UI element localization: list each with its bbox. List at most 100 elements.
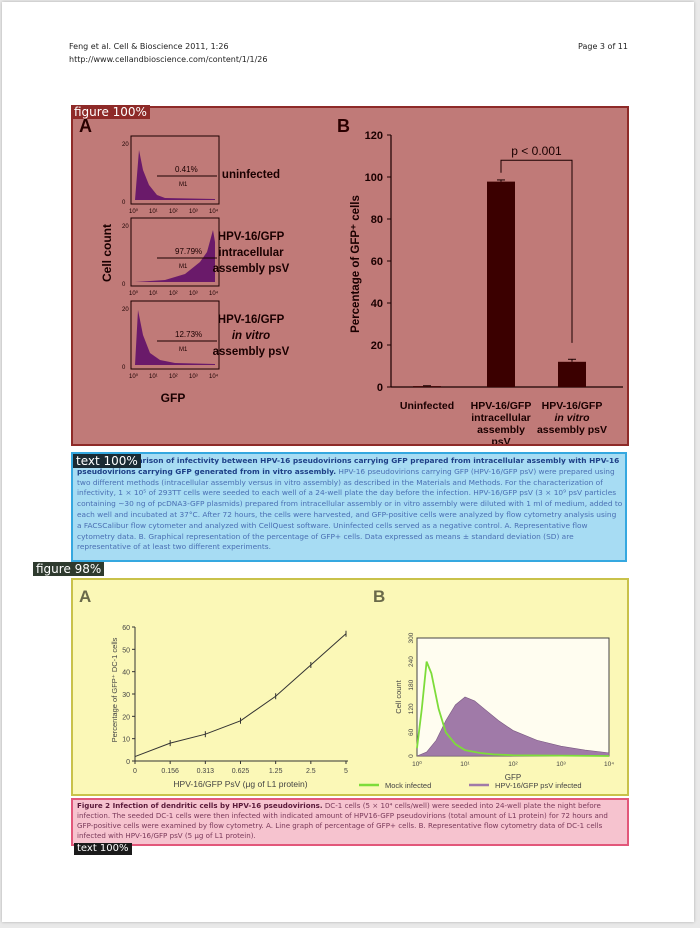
flow-ytick: 0: [122, 365, 126, 371]
figure-1-label: figure 100%: [71, 105, 150, 119]
figure-2-region: A B 0 10 20 30 40 50 60 0 0.156 0.313 0.625 1.25 2.5 5 P…: [71, 578, 629, 796]
line-xtick-label: 5: [344, 768, 348, 775]
line-xtick-label: 1.25: [269, 768, 283, 775]
bar-ytick-label: 100: [365, 172, 383, 184]
figure-1-caption: Figure 1 Comparison of infectivity betwe…: [77, 456, 623, 553]
line-xtick-label: 0: [133, 768, 137, 775]
legend-infected-label: HPV-16/GFP psV infected: [495, 781, 582, 790]
figure-1-graphic: A B Cell count GFP 0 20 10⁰ 10¹ 10² 10³ 10⁴ 0.41% M1…: [79, 116, 623, 444]
bar-ytick-label: 60: [371, 256, 383, 268]
histogram-condition-label: assembly psV: [213, 263, 290, 275]
flow-xtick: 10⁴: [209, 290, 219, 297]
histogram-condition-label: HPV-16/GFP: [218, 231, 285, 243]
flow-ylabel: Cell count: [394, 679, 403, 713]
bar-ytick-label: 40: [371, 298, 383, 310]
bar: [413, 386, 441, 387]
flow-xtick-label: 10²: [508, 761, 518, 768]
line-series: [134, 633, 347, 758]
flow-xtick-label: 10⁴: [604, 761, 614, 768]
histogram-condition-label: assembly psV: [213, 346, 290, 358]
histogram-condition-label: uninfected: [222, 169, 280, 181]
figure-2-label: figure 98%: [33, 562, 105, 576]
flow-ylabel: Cell count: [100, 224, 114, 282]
histogram-condition-label: HPV-16/GFP: [218, 314, 285, 326]
bar-category-label: HPV-16/GFP: [471, 400, 532, 412]
bar: [487, 181, 515, 387]
bar-category-label: assembly psV: [537, 424, 607, 436]
flow-xtick: 10³: [189, 291, 198, 297]
line-xtick-label: 2.5: [306, 768, 316, 775]
flow-xlabel: GFP: [505, 773, 521, 782]
line-ytick-label: 10: [122, 737, 130, 744]
flow-ytick-label: 0: [408, 754, 415, 758]
flow-xtick: 10⁰: [129, 290, 139, 297]
flow-xtick: 10¹: [149, 374, 158, 380]
legend-mock-label: Mock infected: [385, 781, 431, 790]
flow-ytick: 0: [122, 200, 126, 206]
flow-histogram-frame: [130, 135, 220, 205]
infected-histogram: [416, 696, 610, 757]
text-1-region: Figure 1 Comparison of infectivity betwe…: [71, 452, 627, 562]
header-citation: Feng et al. Cell & Bioscience 2011, 1:26: [69, 42, 229, 51]
line-xlabel: HPV-16/GFP PsV (μg of L1 protein): [173, 779, 307, 789]
bar-ytick-label: 0: [377, 382, 383, 394]
bar-category-label: Uninfected: [400, 400, 454, 412]
flow-xtick: 10³: [189, 374, 198, 380]
text-1-label: text 100%: [73, 454, 141, 468]
text-2-label: text 100%: [74, 843, 132, 855]
histogram-condition-label: intracellular: [218, 247, 284, 259]
panel-b-letter: B: [337, 116, 350, 136]
flow-ytick: 20: [122, 307, 129, 313]
figure-2-caption-title: Figure 2 Infection of dendritic cells by…: [77, 801, 323, 810]
figure-2-caption: Figure 2 Infection of dendritic cells by…: [77, 801, 625, 841]
flow-histogram-area: [135, 310, 215, 365]
mock-histogram: [416, 661, 610, 757]
line-xtick-label: 0.156: [161, 768, 179, 775]
flow-ytick: 20: [122, 224, 129, 230]
flow-ytick-label: 240: [408, 656, 415, 667]
flow-histogram: 0 20 10⁰ 10¹ 10² 10³ 10⁴ 0.41% M1: [122, 135, 220, 215]
gate-percent: 12.73%: [175, 330, 202, 339]
figure-1-caption-body: HPV-16 pseudovirions carrying GFP (HPV-1…: [77, 466, 623, 552]
flow-xtick-label: 10⁰: [412, 760, 422, 768]
figure-2-caption-body: DC-1 cells (5 × 10⁴ cells/well) were see…: [77, 801, 608, 840]
gate-percent: 0.41%: [175, 165, 198, 174]
panel-a-letter: A: [79, 587, 91, 606]
flow-xtick: 10¹: [149, 209, 158, 215]
gate-label: M1: [179, 264, 188, 270]
panel-a-letter: A: [79, 116, 92, 136]
flow-histogram-frame: [130, 300, 220, 370]
flow-ytick-label: 180: [408, 679, 415, 690]
flow-ytick-label: 60: [408, 728, 415, 736]
flow-ytick: 0: [122, 282, 126, 288]
flow-xlabel: GFP: [161, 391, 186, 405]
flow-ytick-label: 300: [408, 632, 415, 643]
bar: [558, 361, 586, 387]
flow-xtick: 10²: [169, 209, 178, 215]
flow-xtick: 10³: [189, 209, 198, 215]
line-ylabel: Percentage of GFP⁺ DC-1 cells: [110, 637, 119, 742]
line-ytick-label: 40: [122, 670, 130, 677]
gate-percent: 97.79%: [175, 247, 202, 256]
bar-category-label: HPV-16/GFP: [542, 400, 603, 412]
line-ytick-label: 20: [122, 714, 130, 721]
header-page-number: Page 3 of 11: [578, 42, 628, 51]
flow-xtick: 10¹: [149, 291, 158, 297]
bar-ytick-label: 80: [371, 214, 383, 226]
line-ytick-label: 50: [122, 647, 130, 654]
figure-1-caption-title: Figure 1 Comparison of infectivity betwe…: [77, 456, 620, 476]
flow-histogram: 0 20 10⁰ 10¹ 10² 10³ 10⁴ 12.73% M1: [122, 300, 220, 380]
header-url[interactable]: http://www.cellandbioscience.com/content…: [69, 55, 268, 64]
bar-category-label: intracellular: [471, 412, 531, 424]
figure-2-graphic: A B 0 10 20 30 40 50 60 0 0.156 0.313 0.625 1.25 2.5 5 P…: [79, 587, 614, 790]
flow-xtick-label: 10¹: [460, 761, 470, 768]
flow-histogram-area: [135, 150, 215, 200]
text-2-region: Figure 2 Infection of dendritic cells by…: [71, 798, 629, 846]
line-ytick-label: 0: [126, 759, 130, 766]
bar-ylabel: Percentage of GFP⁺ cells: [350, 195, 362, 333]
line-ytick-label: 30: [122, 692, 130, 699]
flow-ytick-label: 120: [408, 703, 415, 714]
flow-xtick: 10⁰: [129, 208, 139, 215]
bar-ytick-label: 20: [371, 340, 383, 352]
line-ytick-label: 60: [122, 625, 130, 632]
